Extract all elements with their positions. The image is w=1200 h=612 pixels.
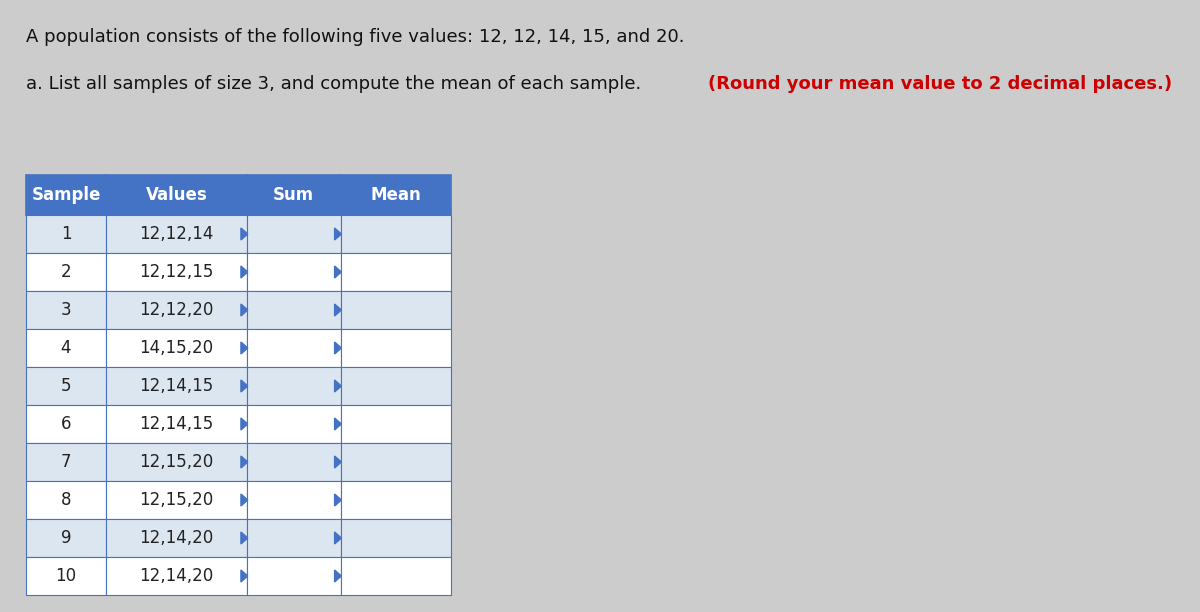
Text: Mean: Mean — [371, 186, 421, 204]
Text: (Round your mean value to 2 decimal places.): (Round your mean value to 2 decimal plac… — [708, 75, 1172, 93]
Text: 12,14,20: 12,14,20 — [139, 529, 214, 547]
Bar — [25, 329, 107, 367]
Text: Sample: Sample — [31, 186, 101, 204]
Bar — [341, 519, 451, 557]
Bar — [247, 405, 341, 443]
Bar — [341, 405, 451, 443]
Text: 6: 6 — [61, 415, 71, 433]
Bar — [107, 215, 247, 253]
Text: Values: Values — [145, 186, 208, 204]
Bar — [247, 215, 341, 253]
Bar — [25, 405, 107, 443]
Bar — [107, 519, 247, 557]
Bar — [247, 329, 341, 367]
Bar — [25, 175, 107, 215]
Bar — [247, 367, 341, 405]
Text: 12,14,15: 12,14,15 — [139, 377, 214, 395]
Bar — [341, 481, 451, 519]
Text: Sum: Sum — [274, 186, 314, 204]
Bar — [247, 291, 341, 329]
Bar — [25, 443, 107, 481]
Bar — [25, 481, 107, 519]
Polygon shape — [241, 228, 247, 240]
Polygon shape — [241, 380, 247, 392]
Bar — [247, 443, 341, 481]
Bar — [107, 329, 247, 367]
Bar — [25, 215, 107, 253]
Bar — [107, 367, 247, 405]
Bar — [107, 481, 247, 519]
Text: A population consists of the following five values: 12, 12, 14, 15, and 20.: A population consists of the following f… — [25, 28, 684, 46]
Bar — [25, 519, 107, 557]
Polygon shape — [335, 418, 341, 430]
Bar — [247, 175, 341, 215]
Text: 14,15,20: 14,15,20 — [139, 339, 214, 357]
Bar — [107, 175, 247, 215]
Polygon shape — [335, 532, 341, 544]
Bar — [341, 557, 451, 595]
Polygon shape — [335, 494, 341, 506]
Polygon shape — [335, 266, 341, 278]
Bar — [341, 175, 451, 215]
Polygon shape — [241, 304, 247, 316]
Bar — [247, 481, 341, 519]
Polygon shape — [241, 532, 247, 544]
Polygon shape — [335, 304, 341, 316]
Bar — [341, 443, 451, 481]
Text: 12,14,15: 12,14,15 — [139, 415, 214, 433]
Bar — [341, 329, 451, 367]
Bar — [107, 291, 247, 329]
Bar — [25, 291, 107, 329]
Bar — [341, 253, 451, 291]
Polygon shape — [241, 266, 247, 278]
Text: 3: 3 — [61, 301, 71, 319]
Text: 12,12,20: 12,12,20 — [139, 301, 214, 319]
Text: 2: 2 — [61, 263, 71, 281]
Bar — [341, 367, 451, 405]
Polygon shape — [241, 494, 247, 506]
Text: 10: 10 — [55, 567, 77, 585]
Bar — [247, 557, 341, 595]
Text: 4: 4 — [61, 339, 71, 357]
Bar — [247, 253, 341, 291]
Text: 1: 1 — [61, 225, 71, 243]
Bar — [247, 519, 341, 557]
Polygon shape — [335, 380, 341, 392]
Bar — [107, 405, 247, 443]
Text: 9: 9 — [61, 529, 71, 547]
Bar — [341, 291, 451, 329]
Text: 12,12,15: 12,12,15 — [139, 263, 214, 281]
Polygon shape — [335, 342, 341, 354]
Text: 5: 5 — [61, 377, 71, 395]
Text: 8: 8 — [61, 491, 71, 509]
Text: a. List all samples of size 3, and compute the mean of each sample.: a. List all samples of size 3, and compu… — [25, 75, 647, 93]
Polygon shape — [335, 570, 341, 582]
Bar — [341, 215, 451, 253]
Text: 12,15,20: 12,15,20 — [139, 491, 214, 509]
Polygon shape — [241, 456, 247, 468]
Polygon shape — [335, 456, 341, 468]
Bar — [25, 253, 107, 291]
Polygon shape — [335, 228, 341, 240]
Polygon shape — [241, 570, 247, 582]
Polygon shape — [241, 342, 247, 354]
Bar — [25, 367, 107, 405]
Bar — [107, 557, 247, 595]
Bar — [107, 253, 247, 291]
Text: 12,14,20: 12,14,20 — [139, 567, 214, 585]
Bar — [25, 557, 107, 595]
Text: 7: 7 — [61, 453, 71, 471]
Bar — [107, 443, 247, 481]
Text: 12,12,14: 12,12,14 — [139, 225, 214, 243]
Polygon shape — [241, 418, 247, 430]
Text: 12,15,20: 12,15,20 — [139, 453, 214, 471]
